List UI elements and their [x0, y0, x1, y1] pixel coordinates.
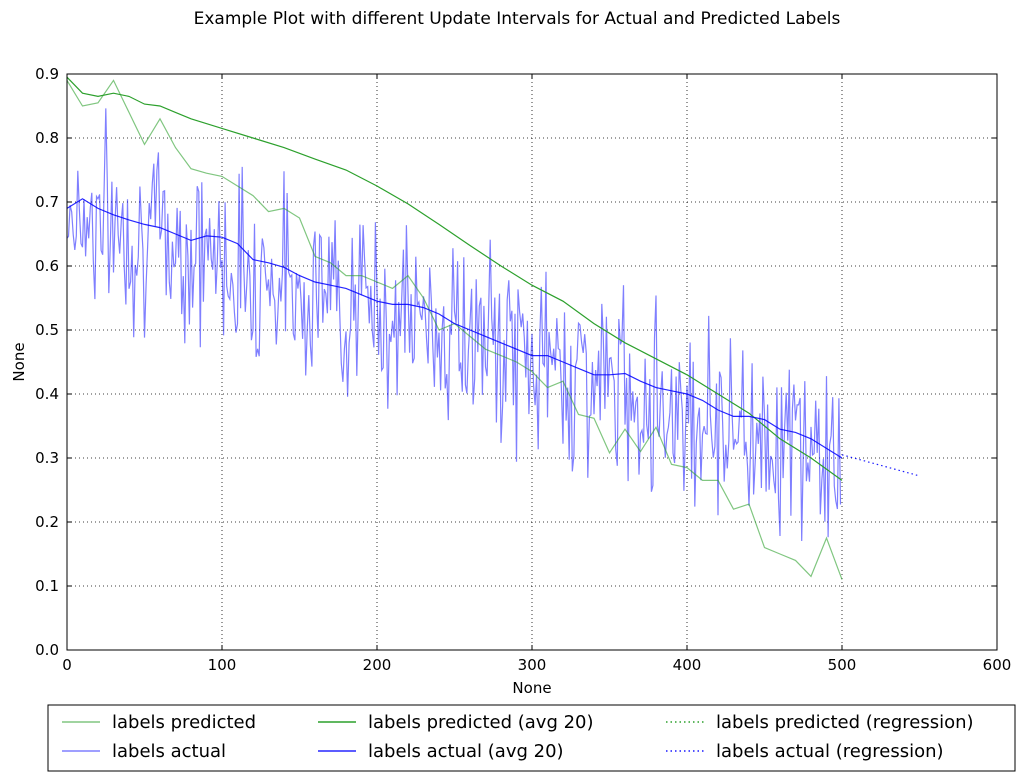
y-tick-label: 0.4 — [35, 385, 59, 403]
x-tick-label: 300 — [518, 656, 547, 674]
y-tick-label: 0.3 — [35, 449, 59, 467]
legend-entry-label: labels predicted (regression) — [716, 712, 974, 733]
grid-lines — [67, 74, 997, 650]
x-axis-label: None — [512, 679, 551, 697]
y-tick-label: 0.7 — [35, 193, 59, 211]
series-layer — [66, 76, 920, 580]
x-tick-label: 200 — [363, 656, 392, 674]
legend-entry-label: labels actual — [112, 741, 226, 762]
legend-entry-label: labels predicted (avg 20) — [368, 712, 594, 733]
y-tick-label: 0.0 — [35, 641, 59, 659]
y-tick-label: 0.8 — [35, 129, 59, 147]
x-tick-label: 0 — [62, 656, 72, 674]
series-line-labels-predicted-avg-20- — [66, 76, 843, 481]
legend-entry-label: labels actual (avg 20) — [368, 741, 564, 762]
legend-entry-label: labels predicted — [112, 712, 256, 733]
series-line-labels-actual-avg-20- — [66, 198, 843, 459]
legend-box — [47, 704, 1016, 772]
x-tick-label: 100 — [208, 656, 237, 674]
y-tick-label: 0.9 — [35, 65, 59, 83]
x-tick-label: 500 — [828, 656, 857, 674]
y-tick-label: 0.6 — [35, 257, 59, 275]
x-tick-label: 600 — [983, 656, 1012, 674]
chart-title: Example Plot with different Update Inter… — [194, 9, 841, 29]
legend: labels predicted labels actual labels pred… — [47, 704, 1016, 772]
tick-layer: 0 100 200 300 400 500 600 0.0 0.1 0.2 0.3 0.4 0.5 0.6… — [35, 65, 1011, 674]
y-axis-label: None — [10, 342, 28, 381]
y-tick-label: 0.2 — [35, 513, 59, 531]
legend-entry-label: labels actual (regression) — [716, 741, 944, 762]
y-tick-label: 0.5 — [35, 321, 59, 339]
series-line-labels-actual — [66, 108, 842, 542]
y-tick-label: 0.1 — [35, 577, 59, 595]
x-tick-label: 400 — [673, 656, 702, 674]
